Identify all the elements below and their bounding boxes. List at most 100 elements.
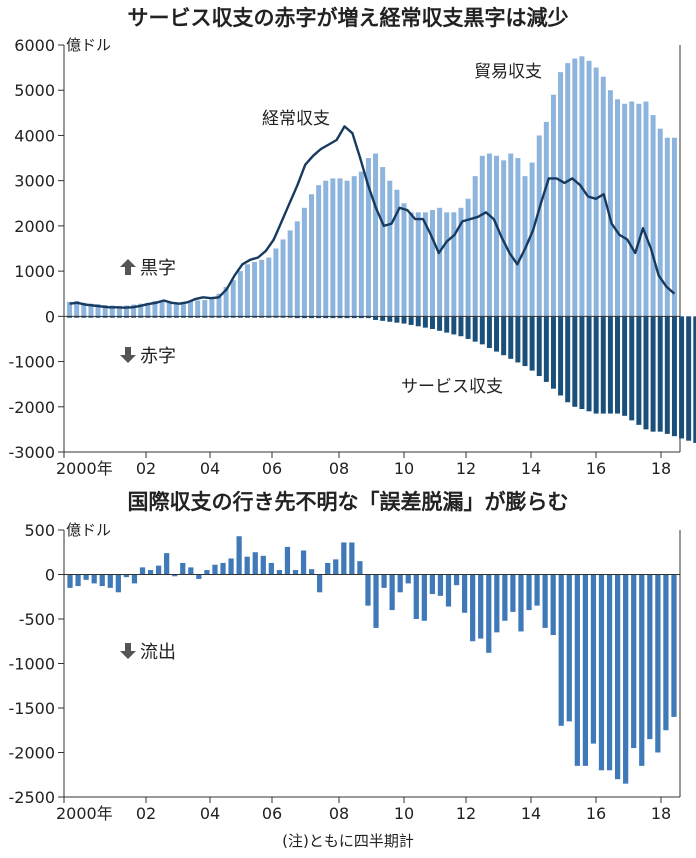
errors-omissions-bar [107,574,113,588]
trade-balance-bar [301,207,307,317]
services-balance-bar [550,316,556,389]
errors-omissions-bar [147,570,154,575]
y-tick-label-1-6: 0 [45,307,55,326]
trade-balance-bar [88,303,94,317]
trade-balance-bar [479,155,485,317]
errors-omissions-bar [526,574,532,611]
y-tick-label-1-4: 2000 [14,217,55,236]
trade-balance-bar [330,178,336,317]
trade-balance-bar [494,155,500,317]
trade-balance-bar [451,212,457,317]
errors-omissions-bar [574,574,580,766]
errors-omissions-bar [172,574,178,577]
errors-omissions-bar [180,562,186,575]
services-balance-bar [458,316,464,337]
errors-omissions-bar [139,567,146,575]
services-balance-bar [88,316,94,318]
trade-balance-bar [309,194,314,317]
errors-omissions-bar [494,574,500,633]
trade-balance-bar [408,212,414,317]
services-balance-bar [95,316,101,318]
unit-label-2: 億ドル [66,521,111,539]
services-balance-bar [152,316,158,318]
chart-title-top: サービス収支の赤字が増え経常収支黒字は減少 [127,6,569,30]
services-balance-bar [565,316,571,403]
services-balance-bar [273,316,279,318]
trade-balance-bar [365,158,371,317]
x-tick-label-1-1: 02 [136,459,156,478]
trade-balance-bar [223,286,229,317]
errors-omissions-bar [502,574,508,621]
errors-omissions-bar [534,574,540,606]
x-tick-label-2-1: 02 [136,804,156,823]
trade-balance-bar [102,305,108,317]
errors-omissions-bar [325,562,331,575]
trade-balance-bar [273,248,279,317]
x-tick-label-2-5: 10 [394,804,414,823]
errors-omissions-bar [421,574,427,621]
services-balance-bar [600,316,606,414]
errors-omissions-bar [655,574,661,753]
errors-omissions-bar [590,574,597,744]
errors-omissions-bar [276,570,283,575]
errors-omissions-bar [542,574,548,628]
services-balance-bar [365,316,371,319]
trade-balance-bar [344,180,350,317]
trade-balance-bar [252,262,258,317]
errors-omissions-bar [252,552,258,575]
y-tick-label-2-5: -2000 [9,744,56,763]
services-balance-bar [486,316,492,348]
services-balance-bar [408,316,414,325]
annotation-services-balance: サービス収支 [401,377,503,397]
services-balance-bar [543,316,549,382]
trade-balance-bar [458,207,464,317]
outflow-label: 流出 [140,642,176,663]
errors-omissions-bar [317,574,323,593]
y-tick-label-2-3: -1000 [9,655,56,674]
errors-omissions-bar [470,574,476,642]
y-tick-label-2-2: -500 [19,610,55,629]
services-balance-bar [494,316,500,352]
trade-balance-bar [387,180,393,317]
services-balance-bar [657,316,663,432]
services-balance-bar [173,316,179,318]
services-balance-bar [593,316,599,414]
errors-omissions-bar [188,567,194,575]
surplus-label: 黒字 [140,258,176,279]
current-account-line [69,125,676,309]
errors-omissions-bar [268,562,274,575]
trade-balance-bar [593,67,599,317]
errors-omissions-bar [212,564,218,575]
services-balance-bar [558,316,564,396]
errors-omissions-bar [284,546,291,575]
errors-omissions-bar [244,556,250,575]
errors-omissions-bar [606,574,613,771]
services-balance-bar [671,316,677,437]
services-balance-bar [294,316,300,319]
services-balance-bar [145,316,151,318]
y-tick-label-1-3: 3000 [14,172,55,191]
errors-omissions-bar [437,574,444,596]
services-balance-bar [650,316,656,432]
x-tick-label-2-0: 2000年 [56,804,113,823]
services-balance-bar [501,316,507,356]
trade-balance-bar [437,207,443,317]
services-balance-bar [109,316,115,318]
errors-omissions-bar [365,574,371,606]
services-balance-bar [188,316,194,318]
services-balance-bar [216,316,222,318]
services-balance-bar [629,316,635,421]
errors-omissions-bar [582,574,589,766]
errors-omissions-bar [647,574,653,740]
trade-balance-bar [180,301,186,317]
services-balance-bar [387,316,393,322]
trade-balance-bar [529,162,535,317]
x-tick-label-1-4: 08 [329,459,349,478]
errors-omissions-bar [461,574,468,613]
y-tick-label-1-1: 5000 [14,81,55,100]
errors-omissions-bar [663,574,669,731]
errors-omissions-bar [99,574,105,587]
trade-balance-bar [67,301,73,317]
services-balance-bar [131,316,137,318]
services-balance-bar [337,316,343,319]
